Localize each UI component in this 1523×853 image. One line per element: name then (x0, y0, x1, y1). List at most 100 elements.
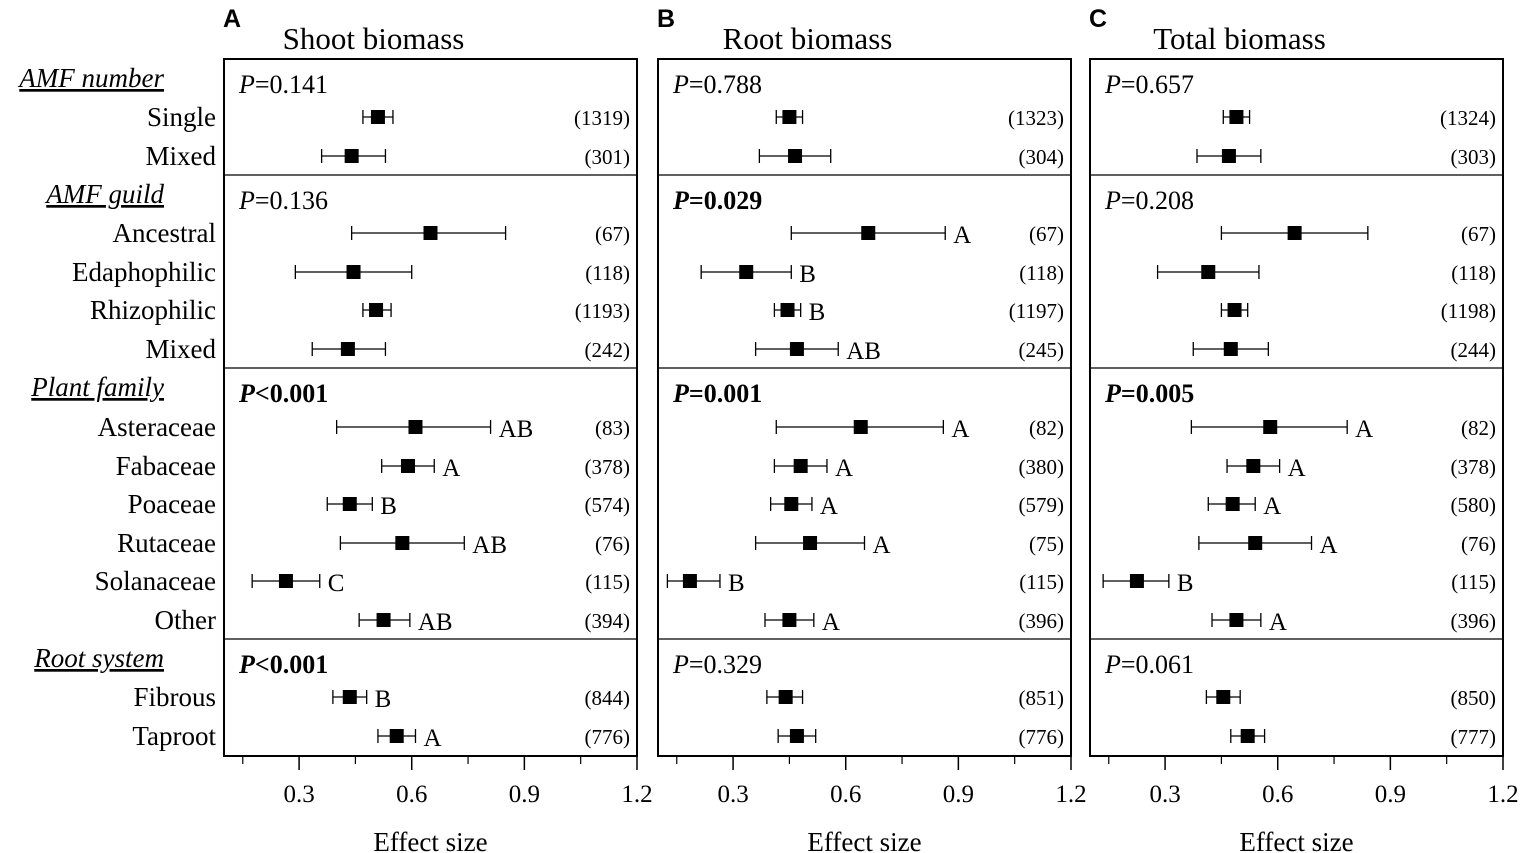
group-letter: C (328, 570, 345, 597)
sample-size: (776) (585, 725, 631, 749)
x-tick-label: 0.3 (283, 781, 314, 808)
sample-size: (1319) (574, 106, 630, 130)
mean-marker (1248, 536, 1263, 550)
group-letter: B (799, 261, 816, 288)
mean-marker (1216, 690, 1231, 704)
row-label: Fabaceae (116, 451, 216, 481)
sample-size: (394) (585, 609, 631, 633)
row-label: Solanaceae (95, 566, 216, 596)
mean-marker (395, 536, 410, 550)
p-symbol: P (1104, 70, 1121, 99)
mean-marker (344, 149, 359, 163)
sample-size: (244) (1451, 338, 1497, 362)
panel-letter: C (1089, 5, 1107, 33)
sample-size: (118) (1019, 261, 1064, 285)
x-axis-label: Effect size (1239, 827, 1353, 853)
p-value: P=0.141 (238, 70, 328, 99)
sample-size: (67) (1461, 222, 1496, 246)
mean-marker (782, 110, 797, 124)
sample-size: (115) (585, 570, 630, 594)
x-tick-label: 0.9 (943, 781, 974, 808)
mean-marker (778, 690, 793, 704)
group-letter: A (1355, 416, 1373, 443)
sample-size: (118) (585, 261, 630, 285)
group-letter: A (1263, 493, 1281, 520)
p-number: =0.208 (1121, 186, 1194, 215)
group-letter: A (873, 532, 891, 559)
p-number: =0.657 (1121, 70, 1194, 99)
group-letter: AB (418, 609, 453, 636)
p-value: P=0.005 (1104, 379, 1194, 408)
group-label: AMF guild (44, 179, 164, 209)
p-number: =0.061 (1121, 650, 1194, 679)
mean-marker (278, 574, 293, 588)
sample-size: (850) (1451, 686, 1497, 710)
mean-marker (1246, 459, 1261, 473)
sample-size: (82) (1029, 416, 1064, 440)
group-letter: AB (499, 416, 534, 443)
row-label: Rhizophilic (90, 295, 216, 325)
mean-marker (369, 303, 384, 317)
mean-marker (408, 420, 423, 434)
group-letter: B (1177, 570, 1194, 597)
group-label: Plant family (30, 372, 164, 402)
sample-size: (579) (1019, 493, 1065, 517)
p-value: P=0.001 (672, 379, 762, 408)
group-letter: A (1269, 609, 1287, 636)
group-letter: A (951, 416, 969, 443)
sample-size: (777) (1451, 725, 1497, 749)
mean-marker (1225, 497, 1240, 511)
group-letter: A (953, 222, 971, 249)
mean-marker (342, 497, 357, 511)
sample-size: (82) (1461, 416, 1496, 440)
panel-title: Root biomass (723, 21, 893, 56)
sample-size: (76) (595, 532, 630, 556)
p-number: <0.001 (255, 379, 328, 408)
x-tick-label: 0.6 (830, 781, 861, 808)
group-letter: B (375, 686, 392, 713)
mean-marker (788, 149, 803, 163)
sample-size: (76) (1461, 532, 1496, 556)
mean-marker (376, 613, 391, 627)
panel-frame (657, 58, 1072, 757)
sample-size: (1193) (575, 299, 630, 323)
group-letter: A (1288, 455, 1306, 482)
p-number: <0.001 (255, 650, 328, 679)
p-value: P<0.001 (238, 379, 328, 408)
mean-marker (389, 729, 404, 743)
p-value: P=0.329 (672, 650, 762, 679)
panel-title: Total biomass (1153, 21, 1326, 56)
mean-marker (1223, 342, 1238, 356)
p-symbol: P (238, 70, 255, 99)
sample-size: (378) (1451, 455, 1497, 479)
sample-size: (83) (595, 416, 630, 440)
panel-frame (1089, 58, 1504, 757)
sample-size: (242) (585, 338, 631, 362)
group-letter: B (728, 570, 745, 597)
mean-marker (1221, 149, 1236, 163)
row-label: Fibrous (133, 682, 216, 712)
mean-marker (793, 459, 808, 473)
mean-marker (861, 226, 876, 240)
group-letter: A (1320, 532, 1338, 559)
sample-size: (75) (1029, 532, 1064, 556)
p-number: =0.001 (689, 379, 762, 408)
row-label: Mixed (146, 334, 217, 364)
sample-size: (115) (1019, 570, 1064, 594)
group-letter: B (809, 299, 826, 326)
p-value: P=0.788 (672, 70, 762, 99)
group-label: Root system (33, 643, 164, 673)
sample-size: (1197) (1009, 299, 1064, 323)
sample-size: (1198) (1441, 299, 1496, 323)
mean-marker (739, 265, 754, 279)
group-letter: A (423, 725, 441, 752)
sample-size: (378) (585, 455, 631, 479)
p-symbol: P (238, 186, 255, 215)
panel-frame (223, 58, 638, 757)
sample-size: (580) (1451, 493, 1497, 517)
x-tick-label: 1.2 (621, 781, 652, 808)
sample-size: (776) (1019, 725, 1065, 749)
mean-marker (803, 536, 818, 550)
p-number: =0.329 (689, 650, 762, 679)
